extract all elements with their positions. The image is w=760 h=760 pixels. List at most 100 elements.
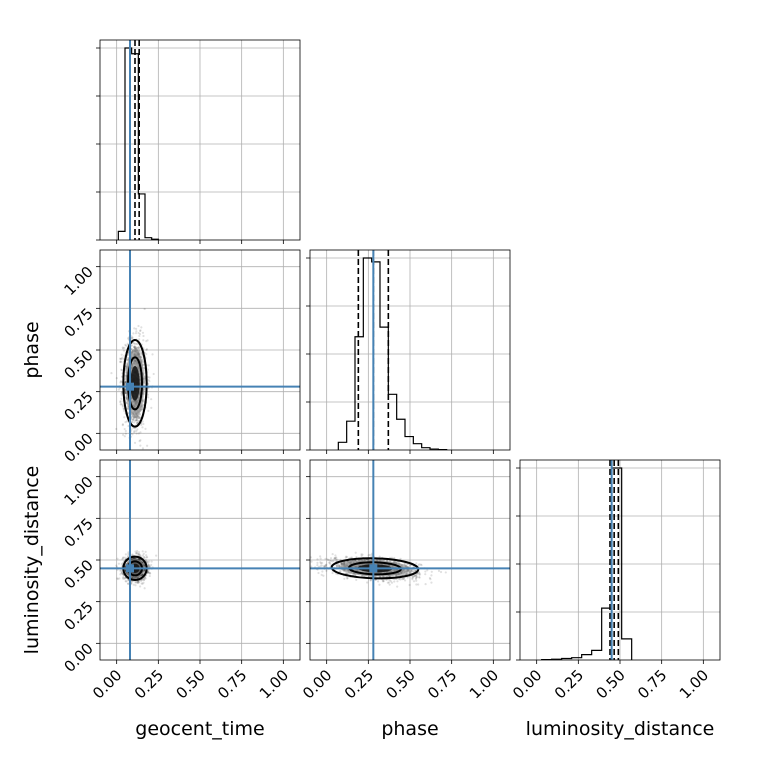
histogram-panel-geocent_time xyxy=(96,39,301,244)
sample-point xyxy=(135,418,138,422)
sample-point xyxy=(142,578,146,581)
sample-point xyxy=(120,562,123,566)
sample-point xyxy=(132,346,136,349)
scatter-panel-phase-luminosity_distance: 0.00 0.25 0.50 0.75 1.00 xyxy=(299,459,511,702)
sample-point xyxy=(126,358,129,361)
sample-point xyxy=(120,572,123,575)
sample-point xyxy=(116,557,119,560)
scatter-panel-geocent_time-luminosity_distance: 0.00 0.25 0.50 0.75 1.000.000.250.500.751.00 xyxy=(60,459,301,702)
sample-point xyxy=(118,577,121,580)
sample-point xyxy=(144,427,147,430)
sample-point xyxy=(121,576,125,579)
sample-point xyxy=(131,433,134,436)
sample-point xyxy=(124,553,127,556)
sample-point xyxy=(411,575,414,578)
sample-point xyxy=(142,555,146,559)
sample-point xyxy=(140,423,143,427)
sample-point xyxy=(319,561,322,564)
y-tick-label: 0.75 xyxy=(60,304,96,340)
sample-point xyxy=(143,587,146,590)
sample-point xyxy=(376,580,380,583)
sample-point xyxy=(145,340,148,343)
sample-point xyxy=(123,577,126,580)
sample-point xyxy=(412,580,416,583)
sample-point xyxy=(133,327,136,330)
sample-point xyxy=(121,356,124,359)
sample-point xyxy=(147,396,150,399)
sample-point xyxy=(123,383,127,386)
sample-point xyxy=(333,557,336,560)
sample-point xyxy=(408,571,411,574)
y-axis-label: phase xyxy=(21,321,43,378)
sample-point xyxy=(393,556,396,560)
sample-point xyxy=(335,563,338,566)
sample-point xyxy=(124,432,127,435)
sample-point xyxy=(124,391,127,394)
sample-point xyxy=(338,565,341,568)
sample-point xyxy=(126,407,129,410)
sample-point xyxy=(135,346,138,349)
sample-point xyxy=(124,343,127,346)
sample-point xyxy=(127,582,130,585)
sample-point xyxy=(335,556,338,559)
sample-point xyxy=(414,574,417,577)
sample-point xyxy=(131,419,134,422)
sample-point xyxy=(133,441,137,444)
sample-point xyxy=(382,579,385,582)
sample-point xyxy=(151,353,154,356)
sample-point xyxy=(415,574,418,577)
sample-point xyxy=(405,563,409,566)
sample-point xyxy=(123,416,126,419)
sample-point xyxy=(340,562,343,565)
sample-point xyxy=(338,565,341,568)
sample-point xyxy=(150,398,153,401)
sample-point xyxy=(123,577,127,580)
sample-point xyxy=(134,332,138,335)
sample-point xyxy=(124,367,127,370)
sample-point xyxy=(378,555,381,558)
sample-point xyxy=(137,348,141,351)
sample-point xyxy=(144,577,147,580)
sample-point xyxy=(139,329,142,332)
sample-point xyxy=(396,580,399,583)
sample-point xyxy=(131,420,134,424)
sample-point xyxy=(437,569,441,572)
sample-point xyxy=(126,582,130,585)
sample-point xyxy=(424,582,427,586)
sample-point xyxy=(349,556,352,559)
sample-point xyxy=(120,394,123,397)
sample-point xyxy=(143,307,146,311)
x-tick-label: 0.50 xyxy=(172,666,208,702)
sample-point xyxy=(145,560,148,563)
sample-point xyxy=(411,576,415,579)
sample-point xyxy=(141,360,145,364)
sample-point xyxy=(133,431,136,434)
sample-point xyxy=(122,556,125,560)
sample-point xyxy=(148,380,151,383)
sample-point xyxy=(439,570,443,574)
x-tick-label: 0.75 xyxy=(634,666,670,702)
sample-point xyxy=(136,417,139,420)
sample-point xyxy=(119,380,122,383)
y-tick-label: 0.75 xyxy=(60,514,96,550)
sample-point xyxy=(147,571,150,574)
sample-point xyxy=(148,565,151,568)
sample-point xyxy=(122,407,125,410)
sample-point xyxy=(134,581,137,584)
sample-point xyxy=(119,360,122,363)
sample-point xyxy=(121,405,124,408)
sample-point xyxy=(328,561,331,564)
y-tick-label: 0.50 xyxy=(60,556,96,592)
sample-point xyxy=(444,571,447,574)
sample-point xyxy=(110,372,113,375)
sample-point xyxy=(331,571,334,575)
sample-point xyxy=(137,553,140,556)
x-tick-label: 0.50 xyxy=(382,666,418,702)
sample-point xyxy=(323,565,327,568)
sample-point xyxy=(323,565,326,568)
sample-point xyxy=(345,555,348,558)
sample-point xyxy=(355,578,358,581)
sample-point xyxy=(140,353,143,356)
sample-point xyxy=(136,581,139,584)
